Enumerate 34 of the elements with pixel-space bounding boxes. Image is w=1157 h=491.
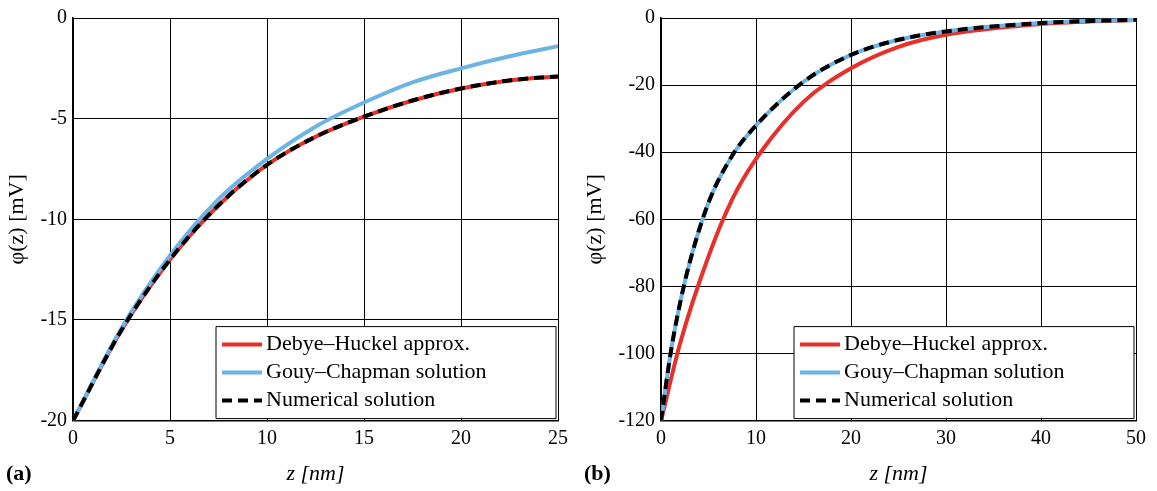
y-tick-label: -60 [628, 206, 656, 229]
x-tick-label: 15 [354, 425, 375, 448]
y-axis-title: φ(z) [mV] [580, 174, 606, 265]
y-tick-label: -40 [628, 139, 656, 162]
y-tick-label: -80 [628, 273, 656, 296]
x-axis-title: z [nm] [868, 459, 928, 485]
legend-label: Gouy–Chapman solution [844, 358, 1065, 384]
legend-label: Debye–Huckel approx. [844, 330, 1049, 356]
x-tick-label: 40 [1031, 425, 1052, 448]
x-tick-label: 20 [451, 425, 472, 448]
text: (a) [6, 459, 32, 485]
y-tick-label: 0 [645, 5, 656, 28]
x-tick-label: 10 [257, 425, 278, 448]
y-tick-label: -15 [40, 307, 68, 330]
text: (b) [584, 459, 611, 485]
x-tick-label: 30 [936, 425, 957, 448]
y-tick-label: 0 [57, 5, 68, 28]
y-axis-title: φ(z) [mV] [2, 174, 28, 265]
y-tick-label: -100 [618, 340, 656, 363]
legend-label: Numerical solution [844, 386, 1014, 412]
legend-label: Gouy–Chapman solution [266, 358, 487, 384]
x-tick-label: 50 [1126, 425, 1146, 448]
x-tick-label: 5 [165, 425, 176, 448]
y-tick-label: -120 [618, 407, 656, 430]
y-tick-label: -20 [628, 72, 656, 95]
x-tick-label: 25 [548, 425, 568, 448]
y-tick-label: -10 [40, 206, 68, 229]
legend-label: Debye–Huckel approx. [266, 330, 471, 356]
y-tick-label: -20 [40, 407, 68, 430]
legend-label: Numerical solution [266, 386, 436, 412]
x-axis-title: z [nm] [285, 459, 345, 485]
y-tick-label: -5 [50, 105, 68, 128]
x-tick-label: 20 [841, 425, 862, 448]
x-tick-label: 10 [746, 425, 767, 448]
